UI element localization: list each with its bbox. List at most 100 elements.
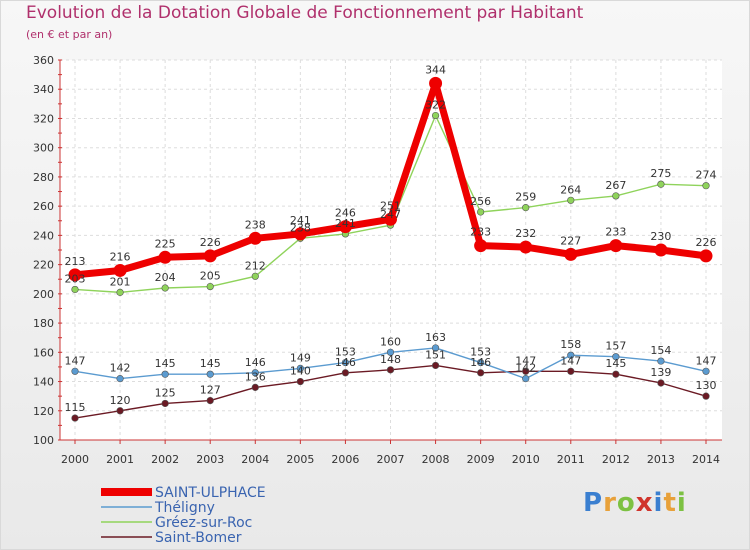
data-point-th-ligny [431, 344, 440, 352]
y-tick-label: 100 [33, 434, 54, 447]
data-label-saint-bomer: 139 [650, 366, 671, 379]
series-layer [68, 76, 713, 422]
data-label-gr-ez-sur-roc: 267 [605, 179, 626, 192]
data-label-saint-ulphace: 226 [696, 236, 717, 249]
data-point-saint-bomer [161, 399, 169, 408]
data-point-saint-bomer [657, 379, 665, 387]
x-tick-label: 2008 [422, 453, 450, 466]
data-point-gr-ez-sur-roc [567, 196, 575, 204]
y-tick-label: 180 [33, 317, 54, 330]
data-point-th-ligny [296, 364, 304, 372]
data-point-saint-ulphace [474, 239, 488, 253]
data-label-saint-bomer: 151 [425, 348, 446, 361]
x-tick-label: 2004 [241, 453, 269, 466]
legend-label: SAINT-ULPHACE [155, 485, 266, 501]
data-point-gr-ez-sur-roc [522, 204, 530, 212]
data-label-saint-bomer: 125 [155, 386, 176, 399]
data-point-gr-ez-sur-roc [702, 182, 710, 190]
data-label-gr-ez-sur-roc: 256 [470, 195, 491, 208]
data-label-th-ligny: 154 [650, 344, 671, 357]
y-tick-label: 200 [33, 288, 54, 301]
logo-letter: x [635, 488, 654, 518]
data-point-saint-ulphace [248, 231, 262, 245]
data-point-gr-ez-sur-roc [251, 272, 259, 280]
y-tick-label: 120 [33, 405, 54, 418]
data-point-saint-bomer [522, 367, 530, 375]
y-tick-label: 280 [33, 171, 54, 184]
logo-letter: t [663, 488, 677, 518]
data-point-gr-ez-sur-roc [116, 288, 124, 296]
data-point-gr-ez-sur-roc [161, 284, 169, 292]
x-tick-label: 2009 [467, 453, 495, 466]
data-label-th-ligny: 153 [335, 346, 356, 359]
data-label-saint-ulphace: 233 [605, 226, 626, 239]
y-tick-label: 220 [33, 259, 54, 272]
data-point-saint-ulphace [68, 268, 82, 282]
data-label-th-ligny: 160 [380, 335, 401, 348]
legend: SAINT-ULPHACEThélignyGréez-sur-RocSaint-… [101, 485, 266, 546]
legend-label: Théligny [154, 500, 215, 516]
data-label-saint-bomer: 147 [560, 354, 581, 367]
data-label-saint-bomer: 146 [470, 356, 491, 369]
x-tick-label: 2013 [647, 453, 675, 466]
data-label-th-ligny: 142 [515, 362, 536, 375]
axes: 100 120 140 160 180 200 220 240 260 280 300 320 340 3… [33, 54, 722, 466]
data-label-saint-ulphace: 251 [380, 199, 401, 212]
data-label-th-ligny: 142 [110, 362, 131, 375]
x-tick-label: 2000 [61, 453, 89, 466]
data-point-gr-ez-sur-roc [431, 111, 440, 120]
data-point-saint-bomer [206, 396, 214, 405]
data-point-saint-bomer [251, 383, 259, 391]
x-tick-label: 2006 [331, 453, 359, 466]
data-label-saint-bomer: 140 [290, 365, 311, 378]
data-label-saint-ulphace: 225 [155, 237, 176, 250]
x-tick-label: 2012 [602, 453, 630, 466]
data-point-saint-ulphace [293, 227, 307, 241]
data-point-saint-bomer [386, 366, 395, 374]
data-point-gr-ez-sur-roc [477, 208, 485, 216]
data-label-gr-ez-sur-roc: 274 [696, 169, 717, 182]
data-point-saint-ulphace [519, 240, 533, 254]
data-label-saint-bomer: 115 [65, 401, 86, 414]
data-label-saint-bomer: 147 [515, 354, 536, 367]
data-label-saint-ulphace: 344 [425, 63, 446, 76]
data-point-saint-ulphace [158, 250, 172, 264]
data-point-gr-ez-sur-roc [71, 285, 79, 294]
data-point-saint-bomer [612, 370, 620, 378]
data-label-gr-ez-sur-roc: 212 [245, 259, 266, 272]
chart-title: Evolution de la Dotation Globale de Fonc… [26, 3, 584, 23]
y-tick-label: 340 [33, 83, 54, 96]
data-label-th-ligny: 145 [200, 357, 221, 370]
data-label-saint-ulphace: 233 [470, 226, 491, 239]
data-label-saint-bomer: 127 [200, 384, 221, 397]
data-label-gr-ez-sur-roc: 322 [425, 99, 446, 112]
data-point-saint-ulphace [338, 220, 352, 234]
data-point-th-ligny [612, 353, 620, 361]
data-label-saint-bomer: 145 [605, 357, 626, 370]
data-point-saint-ulphace [609, 239, 623, 253]
data-label-gr-ez-sur-roc: 241 [335, 217, 356, 230]
y-tick-label: 320 [33, 112, 54, 125]
y-tick-label: 240 [33, 229, 54, 242]
data-point-saint-ulphace [203, 249, 217, 263]
data-point-th-ligny [567, 351, 575, 359]
data-label-saint-bomer: 148 [380, 353, 401, 366]
data-label-gr-ez-sur-roc: 275 [650, 167, 671, 180]
x-tick-label: 2005 [286, 453, 314, 466]
data-label-gr-ez-sur-roc: 238 [290, 221, 311, 234]
data-point-saint-bomer [702, 392, 710, 400]
x-tick-label: 2011 [557, 453, 585, 466]
data-point-th-ligny [341, 358, 350, 367]
data-label-saint-ulphace: 238 [245, 218, 266, 231]
data-point-th-ligny [116, 375, 124, 383]
data-point-saint-bomer [431, 361, 440, 370]
data-point-th-ligny [206, 370, 214, 378]
logo-letter: i [653, 488, 664, 518]
data-point-saint-bomer [341, 369, 350, 377]
data-label-th-ligny: 149 [290, 351, 311, 364]
data-label-th-ligny: 157 [605, 340, 626, 353]
data-label-saint-ulphace: 241 [290, 214, 311, 227]
data-point-saint-ulphace [654, 243, 668, 257]
data-label-saint-bomer: 136 [245, 370, 266, 383]
